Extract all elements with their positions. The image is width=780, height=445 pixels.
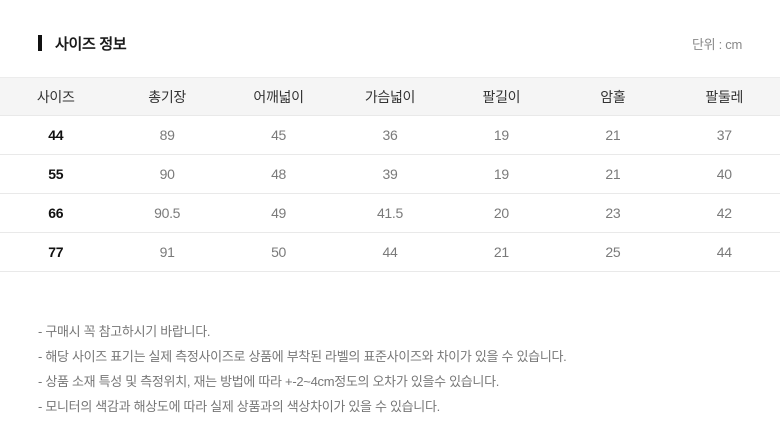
table-cell: 21 <box>605 127 621 143</box>
table-cell: 48 <box>271 166 287 182</box>
table-cell: 36 <box>382 127 398 143</box>
table-cell: 19 <box>493 166 509 182</box>
table-cell: 45 <box>271 127 287 143</box>
column-header-chest-width: 가슴넓이 <box>364 88 416 105</box>
column-header-arm-circumference: 팔둘레 <box>705 88 744 105</box>
table-cell: 50 <box>271 244 287 260</box>
section-title-group: 사이즈 정보 <box>38 33 127 54</box>
column-header-shoulder-width: 어깨넓이 <box>253 88 304 105</box>
note-line: - 해당 사이즈 표기는 실제 측정사이즈로 상품에 부착된 라벨의 표준사이즈… <box>38 349 567 364</box>
size-table-header-row: 사이즈 총기장 어깨넓이 가슴넓이 팔길이 암홀 팔둘레 <box>0 77 780 116</box>
column-header-size: 사이즈 <box>36 88 75 105</box>
unit-label: 단위 : cm <box>692 36 742 52</box>
section-title: 사이즈 정보 <box>55 35 127 53</box>
table-cell: 41.5 <box>376 205 403 221</box>
table-cell: 23 <box>605 205 621 221</box>
column-header-arm-length: 팔길이 <box>482 88 521 105</box>
table-cell: 44 <box>382 244 398 260</box>
note-line: - 구매시 꼭 참고하시기 바랍니다. <box>38 324 211 339</box>
table-cell: 21 <box>493 244 509 260</box>
table-cell: 20 <box>493 205 509 221</box>
table-cell: 55 <box>48 166 64 182</box>
table-cell: 42 <box>716 205 732 221</box>
note-line: - 상품 소재 특성 및 측정위치, 재는 방법에 따라 +-2~4cm정도의 … <box>38 374 500 389</box>
size-table: 사이즈 총기장 어깨넓이 가슴넓이 팔길이 암홀 팔둘레 44 89 45 36… <box>0 77 780 272</box>
column-header-armhole: 암홀 <box>600 88 626 105</box>
table-row-size-66: 66 90.5 49 41.5 20 23 42 <box>0 193 780 233</box>
table-cell: 90.5 <box>154 205 181 221</box>
table-cell: 89 <box>159 127 175 143</box>
section-header: 사이즈 정보 단위 : cm <box>38 33 742 54</box>
table-cell: 44 <box>48 127 64 143</box>
table-cell: 44 <box>716 244 732 260</box>
table-cell: 25 <box>605 244 621 260</box>
table-cell: 49 <box>271 205 287 221</box>
table-cell: 66 <box>48 205 64 221</box>
table-cell: 90 <box>159 166 175 182</box>
table-cell: 39 <box>382 166 398 182</box>
table-row-size-77: 77 91 50 44 21 25 44 <box>0 232 780 272</box>
table-cell: 77 <box>48 244 64 260</box>
notes: - 구매시 꼭 참고하시기 바랍니다. - 해당 사이즈 표기는 실제 측정사이… <box>38 319 750 419</box>
table-cell: 37 <box>716 127 732 143</box>
table-row-size-44: 44 89 45 36 19 21 37 <box>0 115 780 155</box>
title-accent-bar-icon <box>38 35 42 51</box>
table-cell: 21 <box>605 166 621 182</box>
note-line: - 모니터의 색감과 해상도에 따라 실제 상품과의 색상차이가 있을 수 있습… <box>38 399 440 414</box>
table-cell: 91 <box>159 244 175 260</box>
column-header-total-length: 총기장 <box>148 88 186 105</box>
table-row-size-55: 55 90 48 39 19 21 40 <box>0 154 780 194</box>
table-cell: 40 <box>716 166 732 182</box>
table-cell: 19 <box>493 127 509 143</box>
